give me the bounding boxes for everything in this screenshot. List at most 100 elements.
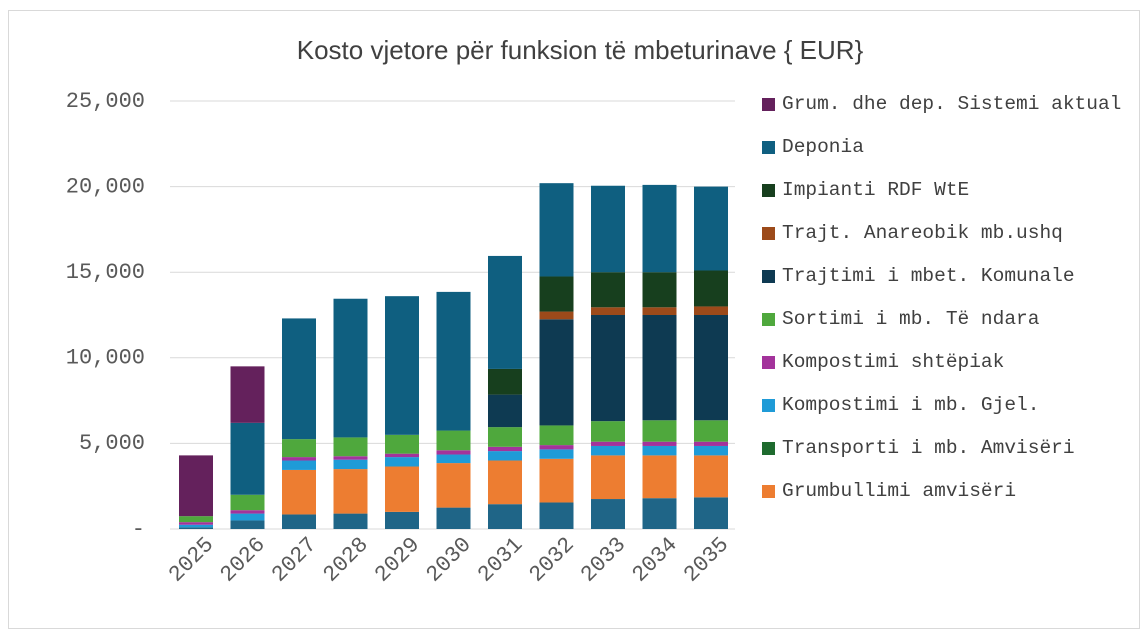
bar-segment [230, 366, 265, 423]
bar-segment [333, 456, 368, 460]
bar-segment [436, 430, 471, 451]
legend-swatch [762, 313, 775, 326]
y-tick-label: 5,000 [79, 431, 145, 456]
bar-segment [333, 459, 368, 470]
bar-segment [488, 368, 522, 395]
x-tick-label: 2033 [576, 532, 631, 587]
bar-segment [385, 453, 419, 458]
bar-segment [694, 270, 728, 307]
bar-segment [436, 507, 471, 529]
bar-segment [694, 441, 728, 446]
bar-segment [282, 439, 316, 458]
bar-segment [539, 276, 574, 312]
bar-segment [539, 425, 574, 446]
bar-segment [179, 522, 213, 525]
bar-segment [488, 504, 522, 529]
x-tick-label: 2034 [628, 532, 683, 587]
bar-segment [694, 315, 728, 421]
bar-segment [488, 394, 522, 428]
bar-segment [282, 514, 316, 529]
legend-entry: Grumbullimi amvisëri [762, 480, 1141, 502]
bar-segment [488, 427, 522, 447]
legend-label: Deponia [782, 136, 864, 158]
bar-segment [488, 460, 522, 505]
bar-segment [282, 460, 316, 470]
legend-label: Grum. dhe dep. Sistemi aktual [782, 93, 1122, 115]
bar-segment [385, 466, 419, 512]
bar-segment [436, 454, 471, 464]
legend-label: Trajtimi i mbet. Komunale [782, 265, 1075, 287]
bar-segment [179, 455, 213, 517]
bar-segment [539, 449, 574, 459]
bar-segment [642, 420, 677, 442]
y-tick-label: 15,000 [66, 260, 145, 285]
bar-segment [539, 502, 574, 529]
bar-segment [591, 455, 625, 500]
bar-segment [488, 451, 522, 461]
x-tick-label: 2030 [422, 532, 477, 587]
bar-segment [230, 513, 265, 521]
bar-segment [282, 469, 316, 515]
x-tick-label: 2031 [473, 532, 528, 587]
bar-segment [436, 450, 471, 455]
bar-segment [333, 298, 368, 438]
bar-segment [694, 186, 728, 271]
bar-segment [333, 469, 368, 514]
legend-entry: Deponia [762, 136, 1141, 158]
y-tick-label: 25,000 [66, 89, 145, 114]
x-tick-label: 2026 [216, 532, 271, 587]
bar-segment [385, 434, 419, 454]
bar-segment [282, 318, 316, 440]
legend-label: Impianti RDF WtE [782, 179, 970, 201]
bar-segment [282, 457, 316, 461]
bar-segment [642, 441, 677, 446]
bar-segment [642, 272, 677, 308]
bar-segment [488, 446, 522, 452]
bar-segment [539, 319, 574, 426]
bar-segment [179, 516, 213, 523]
bar-segment [591, 445, 625, 456]
bar-segment [642, 184, 677, 273]
legend-entry: Trajtimi i mbet. Komunale [762, 265, 1141, 287]
bar-segment [591, 441, 625, 446]
bar-segment [694, 445, 728, 456]
bar-segment [230, 494, 265, 511]
x-tick-label: 2027 [267, 532, 322, 587]
y-tick-label: 20,000 [66, 174, 145, 199]
legend-label: Trajt. Anareobik mb.ushq [782, 222, 1063, 244]
y-tick-label: - [132, 517, 145, 542]
x-tick-label: 2028 [319, 532, 374, 587]
bar-segment [385, 457, 419, 467]
legend-entry: Trajt. Anareobik mb.ushq [762, 222, 1141, 244]
legend-entry: Transporti i mb. Amvisëri [762, 437, 1141, 459]
bar-segment [385, 296, 419, 435]
chart-frame [8, 10, 1140, 629]
bar-segment [230, 422, 265, 495]
bar-segment [694, 497, 728, 529]
bar-segment [436, 291, 471, 431]
bar-segment [385, 511, 419, 529]
legend-swatch [762, 184, 775, 197]
legend-label: Grumbullimi amvisëri [782, 480, 1017, 502]
legend-swatch [762, 227, 775, 240]
legend-swatch [762, 270, 775, 283]
bar-segment [333, 437, 368, 457]
bar-segment [539, 311, 574, 320]
y-tick-label: 10,000 [66, 346, 145, 371]
bar-segment [230, 510, 265, 514]
bar-segment [179, 527, 213, 529]
bar-segment [230, 520, 265, 529]
legend-swatch [762, 98, 775, 111]
bar-segment [694, 306, 728, 315]
legend-label: Transporti i mb. Amvisëri [782, 437, 1075, 459]
x-tick-label: 2029 [370, 532, 425, 587]
bar-segment [694, 420, 728, 442]
bar-segment [539, 458, 574, 503]
bar-segment [642, 315, 677, 421]
bar-segment [694, 455, 728, 498]
legend-entry: Kompostimi shtëpiak [762, 351, 1141, 373]
legend-label: Kompostimi i mb. Gjel. [782, 394, 1040, 416]
bar-segment [333, 513, 368, 529]
legend-swatch [762, 485, 775, 498]
